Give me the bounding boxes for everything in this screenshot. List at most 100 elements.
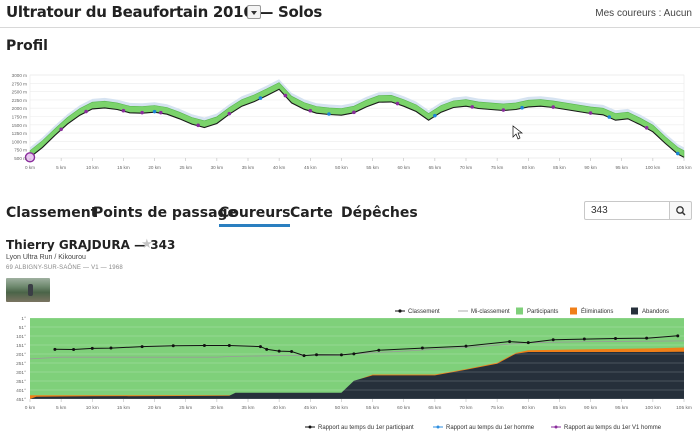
- tab-points-de-passage[interactable]: Points de passage: [93, 205, 238, 221]
- profile-x-tick-label: 35 km: [242, 165, 255, 170]
- legend-swatch: [516, 307, 523, 315]
- search-icon: [676, 206, 686, 216]
- profile-checkpoint-marker: [258, 96, 263, 100]
- profile-x-tick-label: 50 km: [335, 165, 348, 170]
- runner-club: Lyon Ultra Run / Kikourou: [6, 254, 86, 261]
- profile-y-tick-label: 1000 m: [12, 139, 27, 144]
- profile-checkpoint-marker: [84, 109, 88, 114]
- ranking-legend-label: Participants: [527, 309, 558, 315]
- ranking-x-tick-label: 45 km: [304, 405, 317, 411]
- profile-x-tick-label: 40 km: [273, 165, 286, 170]
- ranking-y-tick-label: 1°: [21, 316, 26, 322]
- classement-point: [265, 347, 269, 351]
- ranking-x-tick-label: 105 km: [676, 405, 692, 411]
- race-dropdown-caret-icon[interactable]: [247, 5, 261, 19]
- profile-x-tick-label: 20 km: [148, 165, 161, 170]
- profile-outer-range: [30, 79, 684, 158]
- ranking-x-tick-label: 10 km: [86, 405, 99, 411]
- legend-swatch: [570, 307, 577, 315]
- profile-checkpoint-marker: [607, 115, 612, 119]
- ranking-y-tick-label: 301°: [16, 370, 26, 376]
- mouse-cursor-icon: [512, 125, 524, 140]
- ranking-x-tick-label: 65 km: [428, 405, 441, 411]
- classement-point: [227, 344, 231, 348]
- ranking-x-tick-label: 40 km: [273, 405, 286, 411]
- ranking-x-tick-label: 75 km: [491, 405, 504, 411]
- profile-checkpoint-marker: [501, 108, 506, 112]
- profile-x-tick-label: 100 km: [645, 165, 660, 170]
- ranking-x-tick-label: 50 km: [335, 405, 348, 411]
- ranking-legend-label: Éliminations: [581, 308, 613, 315]
- classement-point: [53, 347, 57, 351]
- ranking-y-tick-label: 251°: [16, 361, 26, 367]
- profile-checkpoint-marker: [352, 110, 356, 115]
- profile-y-tick-label: 2500 m: [12, 90, 27, 95]
- classement-point: [464, 344, 468, 348]
- profile-y-tick-label: 500 m: [14, 156, 27, 161]
- tab-carte[interactable]: Carte: [290, 205, 333, 221]
- runner-search-input[interactable]: [584, 201, 670, 220]
- profile-x-tick-label: 90 km: [584, 165, 597, 170]
- profile-y-tick-label: 2000 m: [12, 106, 27, 111]
- ranking-x-tick-label: 0 km: [25, 405, 35, 411]
- profile-x-tick-label: 0 km: [25, 165, 35, 170]
- mi-classement-line: [29, 340, 685, 360]
- runner-name: Thierry GRAJDURA — 343: [6, 238, 176, 252]
- classement-point: [526, 341, 530, 345]
- ranking-x-tick-label: 55 km: [366, 405, 379, 411]
- legend-swatch: [631, 307, 638, 315]
- tab-depeches[interactable]: Dépêches: [341, 205, 418, 221]
- ranking-x-tick-label: 95 km: [615, 405, 628, 411]
- ranking-y-tick-label: 351°: [16, 379, 26, 385]
- profile-checkpoint-marker: [395, 101, 400, 106]
- profile-y-tick-label: 2750 m: [12, 81, 27, 86]
- ranking-x-tick-label: 5 km: [56, 405, 66, 411]
- search-button[interactable]: [669, 201, 692, 220]
- ratio-legend-marker: [308, 425, 312, 429]
- profile-checkpoint-marker: [433, 113, 437, 118]
- favorite-star-icon[interactable]: ★: [141, 236, 153, 251]
- ratio-legend-label: Rapport au temps du 1er participant: [318, 425, 414, 431]
- classement-point: [315, 353, 319, 357]
- profile-y-tick-label: 1750 m: [12, 115, 27, 120]
- profile-x-tick-label: 5 km: [56, 165, 66, 170]
- ranking-legend-label: Classement: [408, 309, 440, 315]
- classement-point: [90, 346, 94, 350]
- my-runners-link[interactable]: Mes coureurs : Aucun: [595, 8, 692, 19]
- profile-x-tick-label: 70 km: [460, 165, 473, 170]
- profile-checkpoint-marker: [121, 108, 126, 113]
- classement-point: [202, 344, 206, 348]
- runner-photo: [6, 278, 50, 302]
- profile-x-tick-label: 45 km: [304, 165, 317, 170]
- ratio-legend-marker: [554, 425, 558, 429]
- top-bar: Ultratour du Beaufortain 2016 — Solos Me…: [0, 0, 700, 28]
- classement-point: [377, 348, 381, 352]
- ratio-legend-marker: [436, 425, 440, 429]
- profile-x-tick-label: 55 km: [366, 165, 379, 170]
- classement-point: [613, 337, 617, 341]
- profile-checkpoint-marker: [227, 111, 232, 116]
- ranking-x-tick-label: 35 km: [241, 405, 254, 411]
- classement-point: [140, 345, 144, 349]
- profile-elevation-line: [29, 88, 685, 158]
- ratio-legend-label: Rapport au temps du 1er homme: [446, 425, 535, 431]
- classement-point: [290, 349, 294, 353]
- profile-checkpoint-marker: [308, 108, 313, 113]
- runner-position-marker: [24, 152, 36, 163]
- profile-checkpoint-marker: [470, 105, 475, 109]
- ranking-x-tick-label: 90 km: [584, 405, 597, 411]
- classement-point: [676, 334, 680, 338]
- ranking-y-tick-label: 401°: [16, 388, 26, 394]
- profile-x-tick-label: 15 km: [117, 165, 130, 170]
- elevation-profile-chart: 3000 m 2750 m 2500 m 2250 m 2000 m 1750 m 1500…: [12, 73, 692, 170]
- profile-checkpoint-marker: [196, 123, 200, 128]
- classement-line: [54, 335, 678, 357]
- race-title: Ultratour du Beaufortain 2016 — Solos: [6, 3, 322, 21]
- ranking-y-tick-label: 201°: [16, 352, 26, 358]
- tab-coureurs[interactable]: Coureurs: [219, 205, 291, 227]
- ranking-x-tick-label: 30 km: [210, 405, 223, 411]
- tab-classement[interactable]: Classement: [6, 205, 98, 221]
- profile-checkpoint-marker: [140, 110, 144, 115]
- profile-checkpoint-marker: [588, 111, 593, 115]
- profile-checkpoint-marker: [152, 109, 157, 114]
